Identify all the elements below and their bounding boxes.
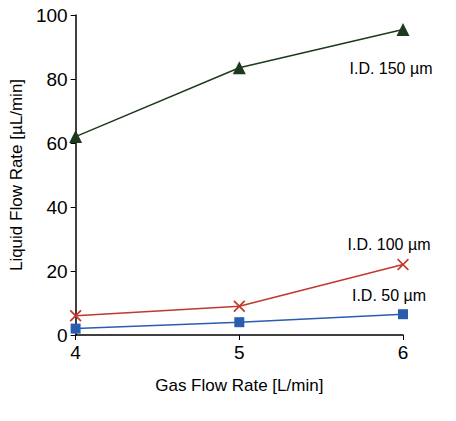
svg-text:Liquid Flow Rate [µL/min]: Liquid Flow Rate [µL/min] [7, 79, 26, 271]
svg-text:20: 20 [46, 261, 67, 282]
svg-text:Gas Flow Rate [L/min]: Gas Flow Rate [L/min] [155, 376, 323, 395]
svg-text:5: 5 [234, 342, 245, 363]
svg-text:I.D. 150 µm: I.D. 150 µm [349, 60, 432, 77]
svg-text:0: 0 [57, 325, 68, 346]
svg-text:I.D. 50 µm: I.D. 50 µm [352, 287, 426, 304]
svg-text:40: 40 [46, 197, 67, 218]
svg-text:100: 100 [36, 5, 68, 26]
svg-text:I.D. 100 µm: I.D. 100 µm [347, 236, 430, 253]
svg-text:80: 80 [46, 69, 67, 90]
svg-text:6: 6 [398, 342, 409, 363]
svg-text:60: 60 [46, 133, 67, 154]
svg-text:4: 4 [70, 342, 81, 363]
